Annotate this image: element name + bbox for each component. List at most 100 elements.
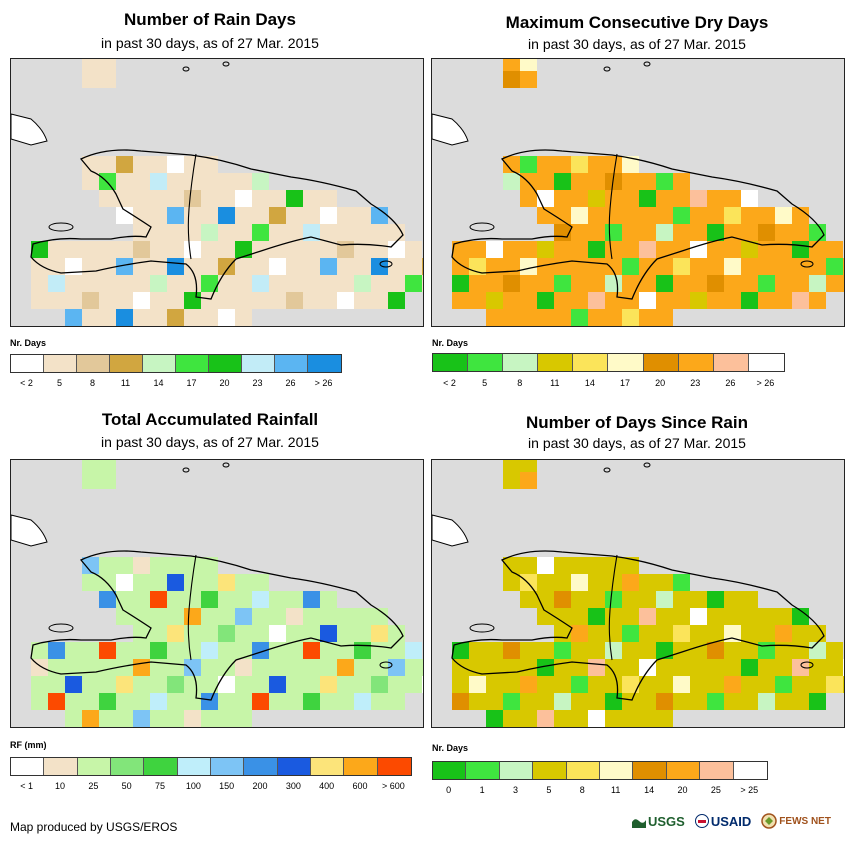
grid-cell <box>269 207 286 224</box>
grid-cell <box>775 693 792 710</box>
legend-swatch <box>466 762 500 779</box>
grid-cell <box>605 241 622 258</box>
grid-cell <box>218 241 235 258</box>
grid-cell <box>452 258 469 275</box>
cuba-tip <box>11 514 48 547</box>
legend-label: 20 <box>677 785 688 795</box>
grid-cell <box>571 224 588 241</box>
grid-cell <box>503 676 520 693</box>
grid-cell <box>486 676 503 693</box>
grid-cell <box>690 275 707 292</box>
legend-swatch <box>11 355 44 372</box>
grid-cell <box>826 275 843 292</box>
grid-cell <box>588 642 605 659</box>
grid-cell <box>269 224 286 241</box>
grid-cell <box>741 241 758 258</box>
grid-cell <box>303 659 320 676</box>
grid-cell <box>269 190 286 207</box>
grid-cell <box>354 642 371 659</box>
legend-labels: < 2 5 8 11 14 17 20 23 26 > 26 <box>432 378 783 390</box>
cuba-tip <box>432 514 469 547</box>
grid-cell <box>690 190 707 207</box>
grid-cell <box>286 642 303 659</box>
grid-cell <box>571 557 588 574</box>
grid-cell <box>486 241 503 258</box>
grid-cell <box>337 676 354 693</box>
small-island <box>469 222 495 232</box>
grid-cell <box>31 258 48 275</box>
grid-cell <box>486 693 503 710</box>
grid-cell <box>286 625 303 642</box>
panel-title: Number of Days Since Rain <box>525 413 748 432</box>
legend-bar <box>432 353 785 372</box>
grid-cell <box>167 659 184 676</box>
grid-cell <box>452 241 469 258</box>
grid-cell <box>809 292 826 309</box>
grid-cell <box>99 472 116 489</box>
legend-label: 14 <box>584 378 595 388</box>
grid-cell <box>809 659 826 676</box>
grid-cell <box>201 710 218 727</box>
grid-cell <box>758 625 775 642</box>
grid-cell <box>588 241 605 258</box>
grid-cell <box>337 292 354 309</box>
legend-label: 100 <box>185 781 201 791</box>
grid-cell <box>707 224 724 241</box>
grid-cell <box>758 608 775 625</box>
legend-swatch <box>573 354 609 371</box>
legend-label: 20 <box>655 378 666 388</box>
grid-cell <box>31 676 48 693</box>
grid-cell <box>639 309 656 326</box>
grid-cell <box>133 557 150 574</box>
legend-label: > 600 <box>381 781 405 791</box>
grid-cell <box>320 591 337 608</box>
grid-cell <box>588 275 605 292</box>
grid-cell <box>82 292 99 309</box>
grid-cell <box>116 710 133 727</box>
grid-cell <box>537 275 554 292</box>
grid-cell <box>82 710 99 727</box>
cuba-tip <box>432 113 469 146</box>
legend-swatch <box>643 354 679 371</box>
grid-cell <box>201 557 218 574</box>
legend-label: 26 <box>285 378 296 388</box>
grid-cell <box>184 625 201 642</box>
grid-cell <box>622 241 639 258</box>
grid-cell <box>184 659 201 676</box>
grid-cell <box>792 241 809 258</box>
grid-cell <box>520 258 537 275</box>
grid-cell <box>605 557 622 574</box>
legend-label: 20 <box>219 378 230 388</box>
grid-cell <box>116 241 133 258</box>
grid-cell <box>571 207 588 224</box>
grid-cell <box>588 557 605 574</box>
grid-cell <box>99 156 116 173</box>
grid-cell <box>690 642 707 659</box>
grid-cell <box>133 693 150 710</box>
panel-accumulated-rainfall: Total Accumulated Rainfall in past 30 da… <box>0 400 427 800</box>
hispaniola-map <box>432 460 844 727</box>
grid-cell <box>167 275 184 292</box>
grid-cell <box>690 676 707 693</box>
legend-label: 17 <box>186 378 197 388</box>
grid-cell <box>201 224 218 241</box>
legend-swatch <box>77 758 111 775</box>
grid-cell <box>150 173 167 190</box>
logo-strip: USGS USAID FEWS NET <box>632 807 844 835</box>
grid-cell <box>673 625 690 642</box>
grid-cell <box>605 173 622 190</box>
grid-cell <box>65 309 82 326</box>
grid-cell <box>469 693 486 710</box>
grid-cell <box>184 591 201 608</box>
grid-cell <box>150 190 167 207</box>
island-coastline <box>451 149 825 300</box>
grid-cell <box>758 241 775 258</box>
grid-cell <box>320 241 337 258</box>
grid-cell <box>201 275 218 292</box>
grid-cell <box>690 625 707 642</box>
grid-cell <box>167 608 184 625</box>
panel-subtitle: in past 30 days, as of 27 Mar. 2015 <box>101 434 319 450</box>
grid-cell <box>354 224 371 241</box>
grid-cell <box>486 275 503 292</box>
grid-cell <box>537 693 554 710</box>
